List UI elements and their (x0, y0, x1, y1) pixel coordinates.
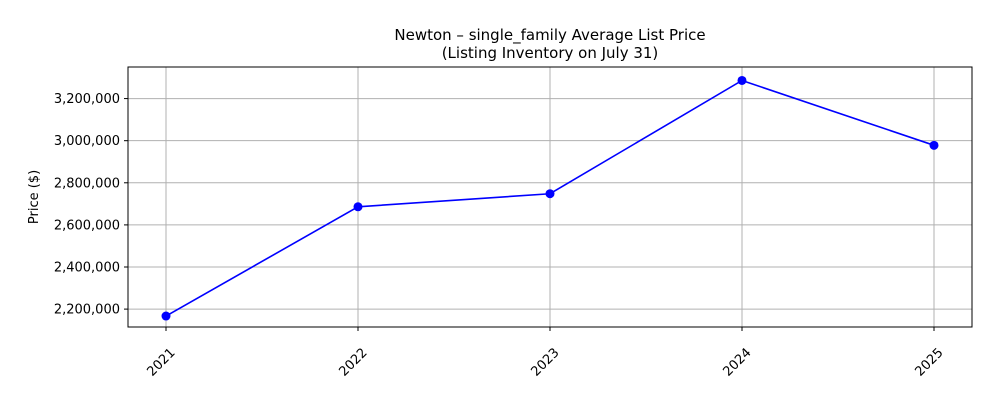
y-tick-label: 2,800,000 (54, 176, 120, 191)
x-ticks: 2021 2022 2023 2024 2025 (145, 327, 947, 380)
y-tick-label: 2,400,000 (54, 261, 120, 276)
x-tick-label: 2025 (913, 346, 947, 380)
x-tick-label: 2023 (529, 346, 563, 380)
chart-title-line2: (Listing Inventory on July 31) (442, 44, 659, 62)
y-tick-label: 3,200,000 (54, 92, 120, 107)
data-point (929, 140, 939, 150)
x-tick-label: 2022 (337, 346, 371, 380)
y-axis-label: Price ($) (27, 170, 42, 224)
chart-title-line1: Newton – single_family Average List Pric… (394, 26, 705, 45)
y-tick-label: 2,600,000 (54, 218, 120, 233)
y-tick-label: 2,200,000 (54, 303, 120, 318)
series (161, 75, 939, 321)
grid (128, 67, 972, 327)
data-point (545, 189, 555, 199)
data-point (737, 75, 747, 85)
y-ticks: 2,200,000 2,400,000 2,600,000 2,800,000 3,00… (54, 92, 128, 318)
data-point (353, 202, 363, 212)
x-tick-label: 2021 (145, 346, 179, 380)
data-point (161, 311, 171, 321)
y-tick-label: 3,000,000 (54, 134, 120, 149)
x-tick-label: 2024 (721, 346, 755, 380)
